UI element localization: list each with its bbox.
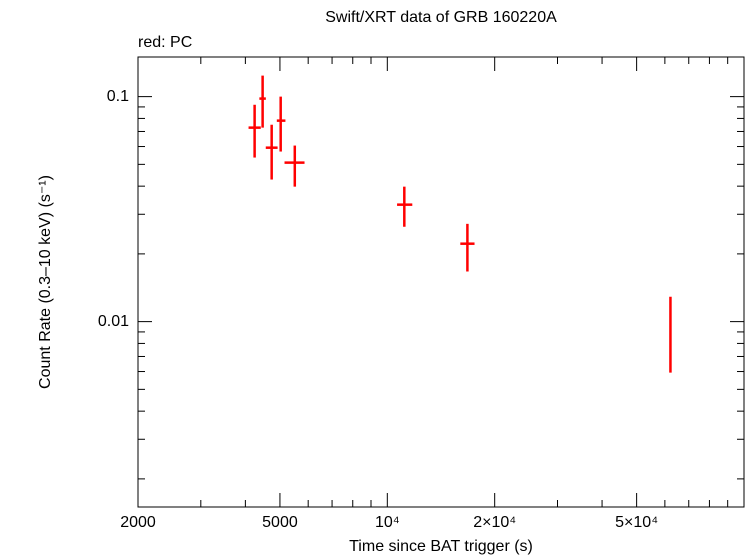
chart-title: Swift/XRT data of GRB 160220A (325, 9, 557, 26)
x-axis-label: Time since BAT trigger (s) (349, 538, 533, 555)
plot-frame (137, 56, 745, 508)
x-tick-label: 10⁴ (375, 514, 400, 531)
x-tick-label: 5000 (262, 514, 298, 531)
x-tick-label: 2×10⁴ (473, 514, 516, 531)
y-tick-label: 0.1 (107, 88, 129, 105)
y-tick-label: 0.01 (98, 313, 129, 330)
y-axis-label: Count Rate (0.3–10 keV) (s⁻¹) (37, 175, 54, 389)
annotation: red: PC (138, 34, 192, 51)
x-tick-label: 5×10⁴ (615, 514, 658, 531)
x-tick-label: 2000 (120, 514, 156, 531)
